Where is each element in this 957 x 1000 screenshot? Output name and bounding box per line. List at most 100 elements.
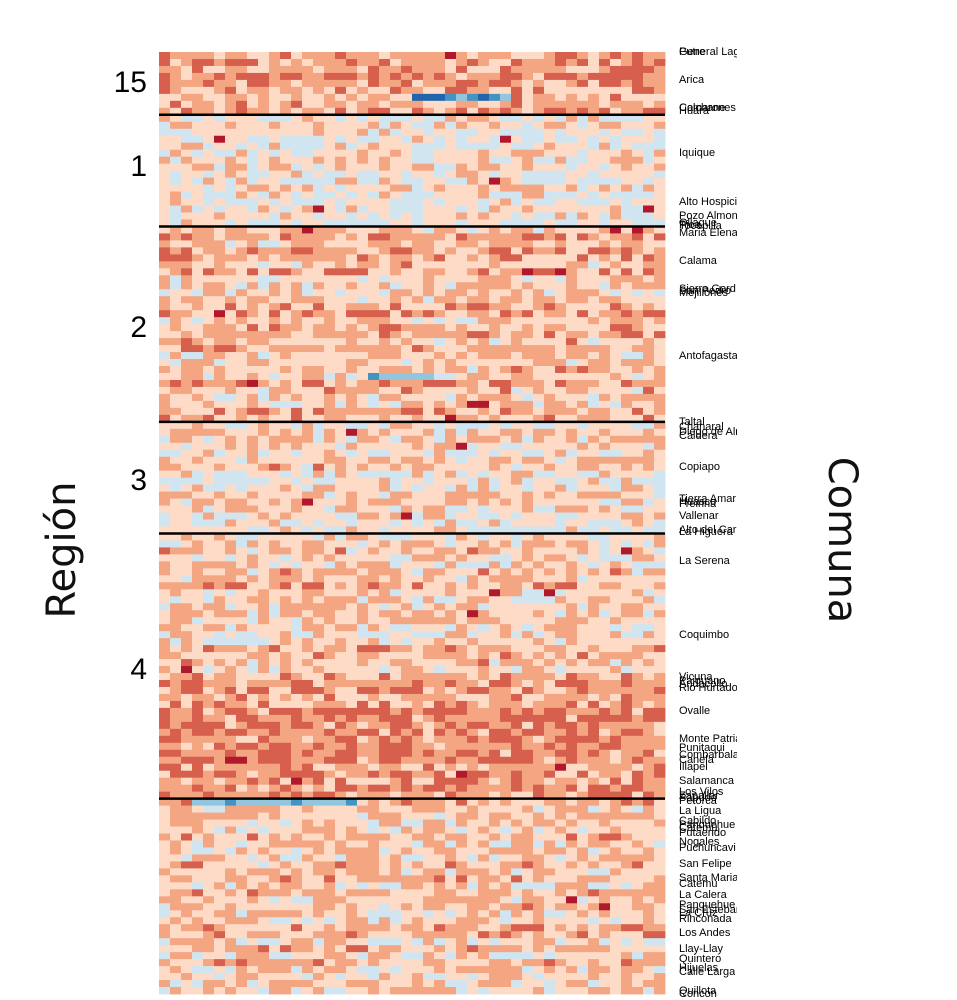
heatmap-cell <box>456 191 468 199</box>
heatmap-cell <box>357 477 369 486</box>
heatmap-cell <box>368 540 380 548</box>
heatmap-cell <box>445 289 457 297</box>
heatmap-cell <box>192 435 204 444</box>
heatmap-cell <box>302 359 314 367</box>
heatmap-cell <box>412 498 424 506</box>
heatmap-cell <box>654 686 666 695</box>
heatmap-cell <box>225 205 237 213</box>
heatmap-cell <box>610 512 622 520</box>
heatmap-cell <box>478 240 490 248</box>
heatmap-cell <box>357 149 369 158</box>
heatmap-cell <box>324 735 336 744</box>
heatmap-cell <box>291 791 303 800</box>
heatmap-cell <box>588 282 600 290</box>
heatmap-cell <box>247 456 259 465</box>
heatmap-cell <box>203 233 215 241</box>
heatmap-cell <box>445 673 457 681</box>
heatmap-cell <box>412 198 424 206</box>
heatmap-cell <box>566 142 578 151</box>
heatmap-cell <box>632 519 644 527</box>
heatmap-cell <box>181 240 193 248</box>
heatmap-cell <box>280 372 292 381</box>
heatmap-cell <box>489 198 501 206</box>
heatmap-cell <box>610 791 622 800</box>
heatmap-cell <box>467 519 479 527</box>
heatmap-cell <box>522 512 534 520</box>
heatmap-cell <box>357 707 369 716</box>
heatmap-cell <box>577 345 589 353</box>
heatmap-cell <box>280 519 292 527</box>
heatmap-cell <box>324 784 336 793</box>
heatmap-cell <box>192 491 204 499</box>
heatmap-cell <box>159 603 171 611</box>
heatmap-cell <box>181 582 193 590</box>
heatmap-cell <box>500 393 512 402</box>
heatmap-cell <box>588 296 600 304</box>
heatmap-cell <box>225 226 237 234</box>
heatmap-cell <box>610 470 622 479</box>
heatmap-cell <box>280 303 292 311</box>
heatmap-cell <box>654 603 666 611</box>
heatmap-cell <box>544 749 556 758</box>
heatmap-cell <box>280 428 292 437</box>
heatmap-cell <box>269 721 281 730</box>
heatmap-cell <box>247 449 259 458</box>
heatmap-cell <box>302 484 314 492</box>
heatmap-cell <box>291 435 303 444</box>
heatmap-cell <box>588 261 600 269</box>
heatmap-cell <box>302 491 314 499</box>
heatmap-cell <box>236 338 248 346</box>
heatmap-cell <box>368 386 380 395</box>
heatmap-cell <box>467 700 479 709</box>
heatmap-cell <box>599 372 611 381</box>
heatmap-cell <box>401 700 413 709</box>
heatmap-cell <box>159 575 171 583</box>
heatmap-cell <box>621 86 633 95</box>
heatmap-cell <box>533 100 545 109</box>
heatmap-cell <box>588 72 600 81</box>
heatmap-cell <box>170 617 182 625</box>
heatmap-cell <box>335 393 347 402</box>
heatmap-cell <box>357 610 369 618</box>
heatmap-cell <box>280 275 292 283</box>
heatmap-cell <box>170 603 182 611</box>
heatmap-cell <box>159 610 171 618</box>
heatmap-cell <box>214 331 226 339</box>
heatmap-cell <box>170 100 182 109</box>
heatmap-cell <box>258 756 270 765</box>
heatmap-cell <box>533 366 545 374</box>
heatmap-cell <box>599 414 611 423</box>
heatmap-cell <box>654 198 666 206</box>
heatmap-cell <box>181 742 193 751</box>
heatmap-cell <box>654 735 666 744</box>
heatmap-cell <box>489 707 501 716</box>
heatmap-cell <box>368 484 380 492</box>
heatmap-cell <box>555 177 567 185</box>
heatmap-cell <box>357 296 369 304</box>
heatmap-cell <box>390 156 402 165</box>
heatmap-cell <box>236 121 248 130</box>
heatmap-cell <box>203 282 215 290</box>
heatmap-cell <box>181 561 193 569</box>
heatmap-cell <box>236 205 248 213</box>
heatmap-cell <box>159 184 171 192</box>
heatmap-cell <box>324 275 336 283</box>
heatmap-cell <box>280 561 292 569</box>
heatmap-cell <box>412 666 424 674</box>
heatmap-cell <box>302 652 314 660</box>
heatmap-cell <box>467 324 479 332</box>
heatmap-cell <box>203 198 215 206</box>
heatmap-cell <box>654 442 666 451</box>
heatmap-cell <box>500 247 512 255</box>
heatmap-cell <box>500 456 512 465</box>
heatmap-cell <box>302 128 314 137</box>
heatmap-cell <box>566 784 578 793</box>
heatmap-cell <box>522 100 534 109</box>
heatmap-cell <box>533 414 545 423</box>
heatmap-cell <box>236 707 248 716</box>
heatmap-cell <box>566 463 578 472</box>
heatmap-cell <box>379 233 391 241</box>
heatmap-cell <box>203 610 215 618</box>
heatmap-cell <box>159 784 171 793</box>
